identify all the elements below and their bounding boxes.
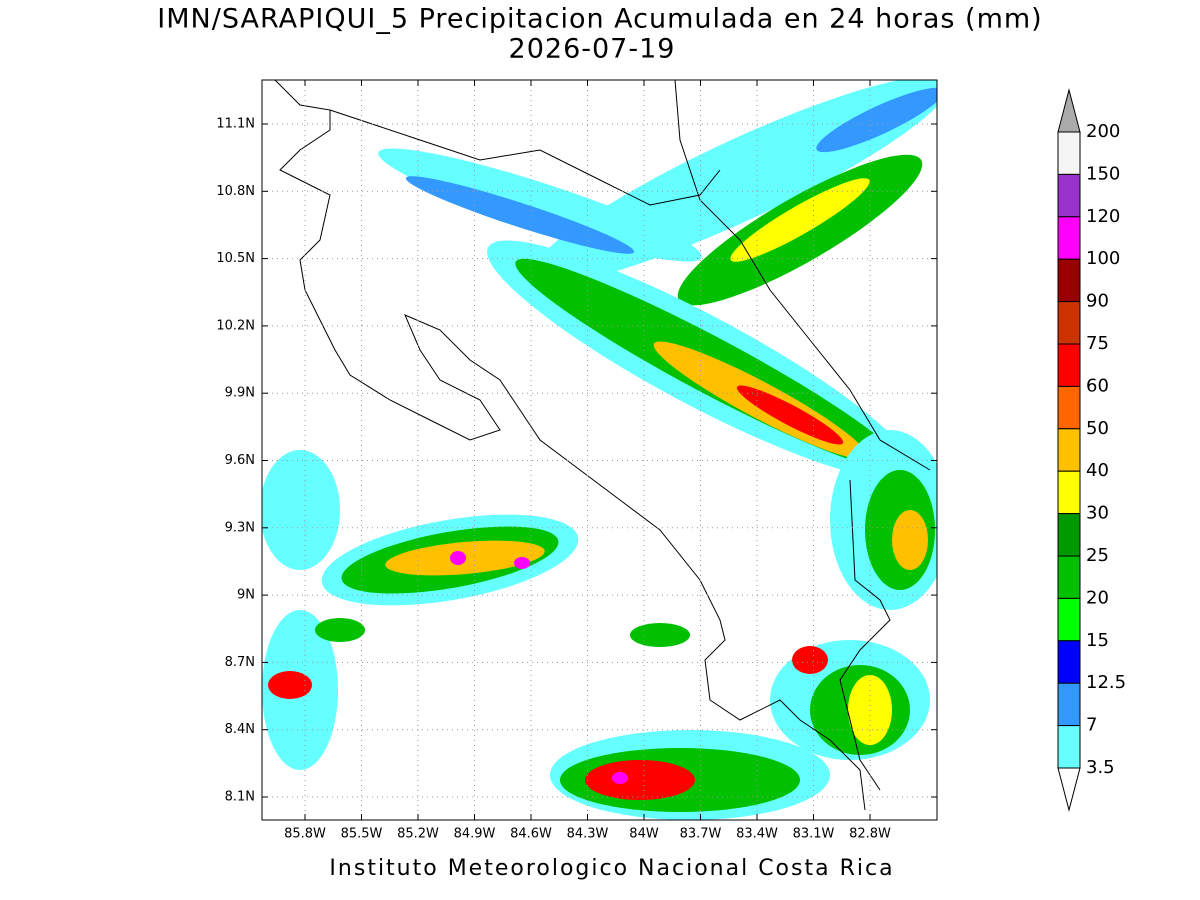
precipitation-field [262, 80, 937, 820]
colorbar-label: 12.5 [1086, 672, 1126, 693]
colorbar-label: 75 [1086, 333, 1109, 354]
colorbar-box [1057, 428, 1081, 472]
colorbar-box [1057, 597, 1081, 642]
colorbar-box [1057, 173, 1081, 218]
colorbar-under [1057, 767, 1081, 812]
lat-label: 8.7N [225, 655, 255, 670]
colorbar-label: 7 [1086, 715, 1097, 736]
lon-label: 82.8W [849, 827, 891, 842]
lon-label: 85.2W [397, 827, 439, 842]
footer: Instituto Meteorologico Nacional Costa R… [329, 856, 894, 881]
colorbar-box [1057, 640, 1081, 684]
lon-label: 85.8W [284, 827, 326, 842]
lon-label: 84.9W [454, 827, 496, 842]
colorbar-label: 40 [1086, 460, 1109, 481]
colorbar-label: 200 [1086, 121, 1120, 142]
lat-label: 8.4N [225, 722, 255, 737]
colorbar-label: 150 [1086, 163, 1120, 184]
lat-label: 10.8N [216, 184, 255, 199]
colorbar-label: 120 [1086, 206, 1120, 227]
coastline [274, 79, 931, 811]
colorbar-box [1057, 216, 1081, 260]
lat-label: 10.2N [216, 318, 255, 333]
colorbar-label: 3.5 [1086, 757, 1115, 778]
colorbar-box [1057, 301, 1081, 345]
colorbar-label: 100 [1086, 248, 1120, 269]
lon-label: 84W [629, 827, 659, 842]
lon-label: 85.5W [341, 827, 383, 842]
lon-label: 83.7W [680, 827, 722, 842]
lon-label: 83.1W [793, 827, 835, 842]
colorbar-box [1057, 131, 1081, 175]
colorbar-box [1057, 258, 1081, 303]
lat-label: 8.1N [225, 790, 255, 805]
lon-label: 84.3W [567, 827, 609, 842]
colorbar-label: 60 [1086, 375, 1109, 396]
colorbar-label: 90 [1086, 291, 1109, 312]
subtitle: 2026-07-19 [509, 34, 676, 65]
title: IMN/SARAPIQUI_5 Precipitacion Acumulada … [157, 4, 1042, 35]
colorbar-label: 15 [1086, 630, 1109, 651]
lon-label: 84.6W [510, 827, 552, 842]
colorbar-label: 25 [1086, 545, 1109, 566]
colorbar-label: 50 [1086, 418, 1109, 439]
map-frame [261, 79, 938, 821]
colorbar-box [1057, 682, 1081, 727]
lat-label: 9N [237, 588, 255, 603]
colorbar-box [1057, 470, 1081, 515]
colorbar-box [1057, 555, 1081, 599]
lat-label: 10.5N [216, 251, 255, 266]
colorbar-box [1057, 513, 1081, 557]
lon-label: 83.4W [736, 827, 778, 842]
colorbar-box [1057, 343, 1081, 387]
colorbar-label: 20 [1086, 587, 1109, 608]
lat-label: 11.1N [216, 117, 255, 132]
lat-label: 9.3N [225, 520, 255, 535]
colorbar-box [1057, 385, 1081, 430]
colorbar-box [1057, 725, 1081, 769]
lat-label: 9.6N [225, 453, 255, 468]
colorbar-label: 30 [1086, 503, 1109, 524]
lat-label: 9.9N [225, 386, 255, 401]
colorbar-over [1057, 88, 1081, 133]
